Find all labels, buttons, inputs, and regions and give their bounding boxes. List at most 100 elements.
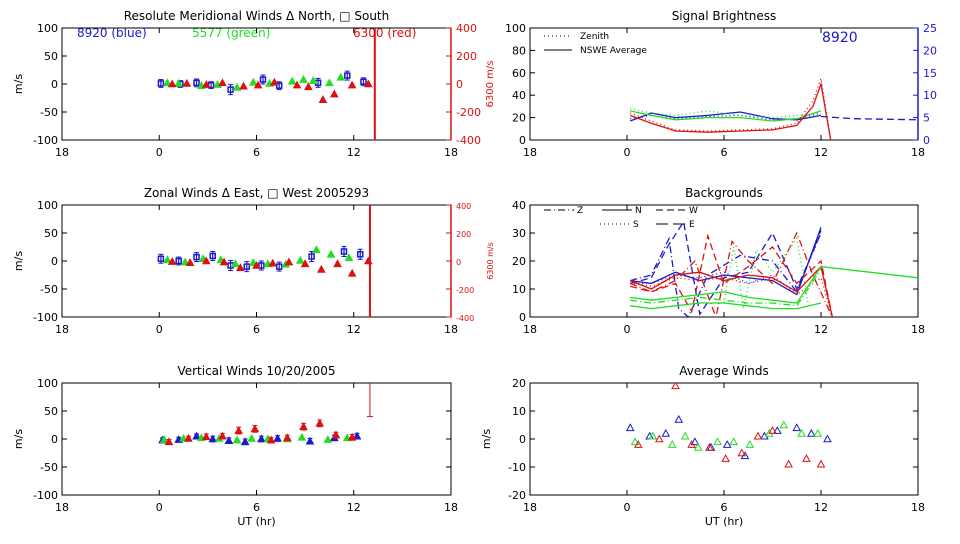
y-tick-label: 20 (512, 377, 526, 390)
data-point (259, 76, 267, 83)
data-point (797, 428, 806, 437)
signal-brightness-panel: Signal Brightness 8920 Zenith NSWE Avera… (505, 9, 937, 159)
data-point (231, 259, 240, 268)
data-point (167, 79, 177, 88)
legend-8920-blue: 8920 (blue) (77, 26, 147, 40)
backgrounds-title: Backgrounds (685, 186, 763, 200)
plot-frame (529, 27, 919, 141)
y-tick-label: -50 (40, 106, 58, 119)
data-point (318, 95, 328, 103)
series-line-nswe-5577 (630, 110, 822, 122)
data-point (182, 78, 192, 87)
data-point (687, 440, 697, 448)
data-point (331, 430, 341, 439)
y-tick-label: 100 (37, 22, 58, 35)
x-tick-label: 12 (347, 323, 361, 336)
x-tick-label: 6 (253, 146, 260, 159)
y-tick-label: 0 (519, 134, 526, 147)
data-point (779, 420, 789, 429)
y-axis-label: m/s (480, 429, 493, 449)
data-point (175, 257, 182, 265)
data-point (363, 256, 373, 265)
series-line-w-6300 (630, 233, 833, 317)
legend-w: W (689, 206, 698, 216)
data-point (792, 423, 802, 432)
x-tick-label: 18 (523, 501, 537, 514)
data-point (802, 454, 811, 462)
x-tick-label: 6 (253, 323, 260, 336)
x-tick-label: 18 (444, 501, 458, 514)
data-point (247, 433, 256, 442)
y-tick-label: 0 (519, 311, 526, 324)
data-point (287, 76, 297, 85)
y-tick-label: 50 (44, 227, 58, 240)
data-point (232, 82, 242, 91)
y2-tick-label: 200 (456, 50, 477, 63)
x-tick-label: 0 (156, 323, 163, 336)
data-layer (157, 28, 376, 140)
data-point (209, 252, 216, 260)
data-point (674, 414, 684, 423)
series-line-n-8920 (630, 227, 822, 296)
data-point (167, 257, 177, 265)
plot-frame (529, 382, 919, 496)
data-point (201, 432, 211, 441)
data-point (356, 251, 364, 258)
y-tick-label: 20 (512, 112, 526, 125)
data-point (661, 428, 671, 437)
data-point (164, 437, 174, 446)
data-point (753, 431, 763, 440)
data-point (253, 80, 263, 89)
data-point (347, 432, 357, 441)
y-tick-label: 80 (512, 44, 526, 57)
legend-nswe-average: NSWE Average (580, 46, 647, 56)
channel-label-8920: 8920 (822, 30, 858, 46)
data-point (284, 257, 294, 266)
data-point (157, 255, 165, 263)
x-tick-label: 0 (624, 501, 631, 514)
data-point (295, 255, 305, 264)
x-tick-label: 18 (444, 323, 458, 336)
data-layer (629, 220, 918, 317)
x-tick-label: 6 (721, 146, 728, 159)
data-point (275, 82, 283, 89)
data-point (344, 72, 351, 79)
data-point (823, 434, 832, 443)
data-point (630, 437, 640, 446)
x-tick-label: 0 (156, 146, 163, 159)
legend-z: Z (577, 206, 583, 216)
x-tick-label: 18 (55, 323, 69, 336)
data-point (193, 79, 200, 87)
data-layer (157, 205, 373, 317)
y2-tick-label: 10 (923, 89, 937, 102)
data-point (227, 86, 234, 93)
data-point (163, 255, 172, 264)
series-line-w-8920 (630, 220, 822, 316)
y-tick-label: -50 (40, 283, 58, 296)
x-tick-label: 12 (814, 146, 828, 159)
data-point (235, 263, 245, 272)
average-winds-panel: Average Winds m/s UT (hr) 18 0 6 12 18-20-10… (480, 364, 925, 528)
series-line-z-5577 (630, 269, 822, 307)
y-tick-label: 0 (51, 255, 58, 268)
y-tick-label: 10 (512, 405, 526, 418)
x-tick-label: 6 (253, 501, 260, 514)
x-tick-label: 0 (624, 323, 631, 336)
x-axis-label: UT (hr) (705, 515, 743, 528)
series-line-e-5577 (723, 236, 809, 309)
data-point (667, 440, 677, 448)
meridional-winds-title: Resolute Meridional Winds Δ North, □ Sou… (124, 9, 390, 23)
y-axis-label: m/s (12, 429, 25, 449)
y2-tick-label: 400 (456, 202, 471, 211)
data-point (239, 81, 248, 90)
y-tick-label: 10 (512, 283, 526, 296)
data-point (813, 428, 823, 437)
y-axis-label: m/s (12, 251, 25, 271)
data-point (192, 431, 201, 440)
data-point (218, 431, 227, 440)
y2-tick-label: 400 (456, 22, 477, 35)
data-point (347, 80, 357, 89)
legend-zenith: Zenith (580, 32, 609, 42)
y2-tick-label: 0 (456, 78, 463, 91)
